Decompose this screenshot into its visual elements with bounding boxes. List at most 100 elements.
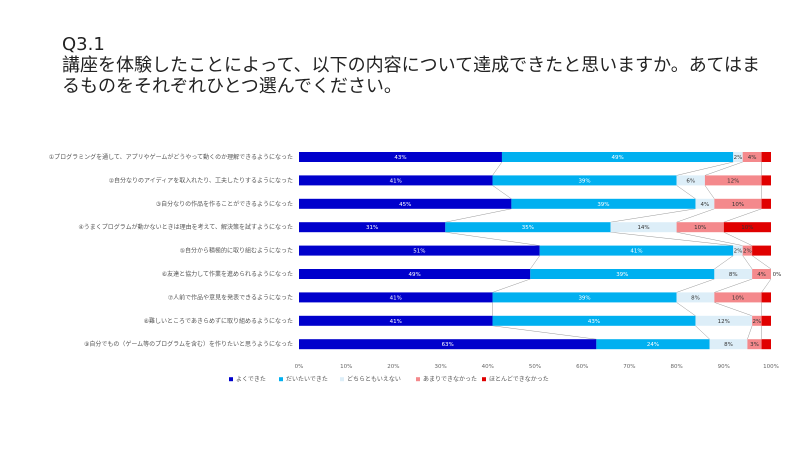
bar-segment	[709, 339, 748, 350]
data-label: 39%	[616, 272, 628, 278]
data-label: 39%	[578, 178, 590, 184]
category-label: ⑥友達と協力して作業を進められるようになった	[162, 270, 293, 278]
bar-segment	[723, 222, 771, 233]
series-line	[723, 208, 762, 223]
data-label: 43%	[588, 319, 600, 325]
legend-entry: だいたいできた	[286, 376, 328, 383]
x-tick-label: 0%	[295, 364, 304, 370]
data-label: 8%	[729, 272, 738, 278]
legend-entry: ほとんどできなかった	[489, 375, 549, 383]
bar-segment	[299, 339, 597, 350]
data-label: 12%	[718, 319, 730, 325]
bar-segment	[445, 222, 611, 233]
series-line	[704, 185, 715, 199]
series-line	[676, 231, 743, 246]
series-line	[445, 231, 540, 246]
data-label: 4%	[748, 155, 757, 161]
legend-swatch	[416, 377, 420, 382]
legend-swatch	[279, 377, 283, 382]
category-label: ⑨自分でもの（ゲーム等のプログラムを含む）を作りたいと思うようになった	[84, 340, 293, 348]
bar-segment	[761, 292, 771, 303]
data-label: 35%	[522, 225, 534, 231]
data-label: 51%	[413, 249, 425, 255]
data-label: 6%	[686, 178, 695, 184]
series-line	[747, 325, 753, 340]
legend-entry: よくできた	[236, 376, 266, 383]
data-label: 8%	[724, 342, 733, 348]
bar-segment	[511, 198, 696, 209]
bar-segment	[539, 245, 734, 256]
bar-segment	[714, 198, 762, 209]
bar-segment	[695, 315, 753, 326]
data-label: 10%	[694, 225, 706, 231]
bar-segment	[299, 269, 531, 279]
bar-segment	[761, 339, 771, 350]
series-line	[714, 255, 734, 270]
bar-segment	[714, 292, 762, 303]
series-line	[723, 231, 753, 246]
bar-segment	[752, 269, 771, 279]
data-label: 3%	[750, 342, 759, 348]
data-label: 8%	[691, 295, 700, 301]
data-label: 2%	[734, 249, 743, 255]
category-label: ③自分なりの作品を作ることができるようになった	[156, 200, 293, 208]
series-line	[761, 278, 772, 293]
data-label: 4%	[701, 202, 710, 208]
data-label: 31%	[366, 225, 378, 231]
series-line	[751, 255, 772, 270]
legend-entry: あまりできなかった	[423, 376, 477, 383]
bar-segment	[299, 198, 512, 209]
x-tick-label: 30%	[434, 364, 446, 370]
bar-segment	[299, 175, 493, 186]
bar-segment	[299, 245, 540, 256]
bar-segment	[676, 222, 724, 233]
series-line	[610, 231, 734, 246]
legend-entry: どちらともいえない	[347, 375, 401, 383]
category-label: ②自分なりのアイディアを取入れたり、工夫したりするようになった	[109, 176, 293, 184]
series-line	[676, 208, 715, 223]
category-label: ④うまくプログラムが動かないときは理由を考えて、解決策を試すようになった	[78, 223, 293, 231]
bar-segment	[299, 292, 493, 303]
series-line	[492, 325, 597, 340]
data-label: 41%	[390, 295, 402, 301]
bar-segment	[596, 339, 710, 350]
data-label: 39%	[578, 295, 590, 301]
data-label: 41%	[390, 319, 402, 325]
bar-segment	[299, 315, 493, 326]
series-line	[445, 208, 512, 223]
category-label: ⑦人前で作品や意見を発表できるようになった	[168, 293, 293, 301]
data-label: 43%	[394, 155, 406, 161]
legend-swatch	[340, 377, 344, 382]
question-title-block: Q3.1 講座を体験したことによって、以下の内容について達成できたと思いますか。…	[62, 34, 762, 97]
series-line	[530, 255, 540, 270]
x-tick-label: 20%	[387, 364, 399, 370]
x-tick-label: 40%	[482, 364, 494, 370]
legend-swatch	[482, 377, 486, 382]
bar-segment	[752, 315, 762, 326]
series-line	[676, 185, 696, 200]
question-number: Q3.1	[62, 34, 105, 55]
legend-swatch	[229, 377, 233, 382]
series-line	[695, 325, 710, 340]
data-label: 41%	[390, 178, 402, 184]
data-label: 14%	[637, 225, 649, 231]
bar-segment	[492, 175, 677, 186]
bar-segment	[299, 152, 502, 162]
series-line	[492, 278, 531, 293]
bar-segment	[714, 269, 753, 279]
data-label: 41%	[630, 249, 642, 255]
x-tick-label: 10%	[340, 364, 352, 370]
bar-segment	[742, 245, 753, 256]
bar-segment	[733, 245, 743, 256]
series-line	[714, 302, 753, 317]
data-label: 2%	[752, 319, 761, 325]
question-text: 講座を体験したことによって、以下の内容について達成できたと思いますか。あてはまる…	[62, 55, 761, 97]
x-tick-label: 70%	[623, 364, 635, 370]
data-label: 2%	[743, 249, 752, 255]
category-label: ⑧難しいところであきらめずに取り組めるようになった	[144, 317, 293, 325]
x-tick-label: 60%	[576, 364, 588, 370]
data-label: 10%	[732, 202, 744, 208]
series-line	[492, 185, 512, 200]
bar-segment	[530, 269, 715, 279]
